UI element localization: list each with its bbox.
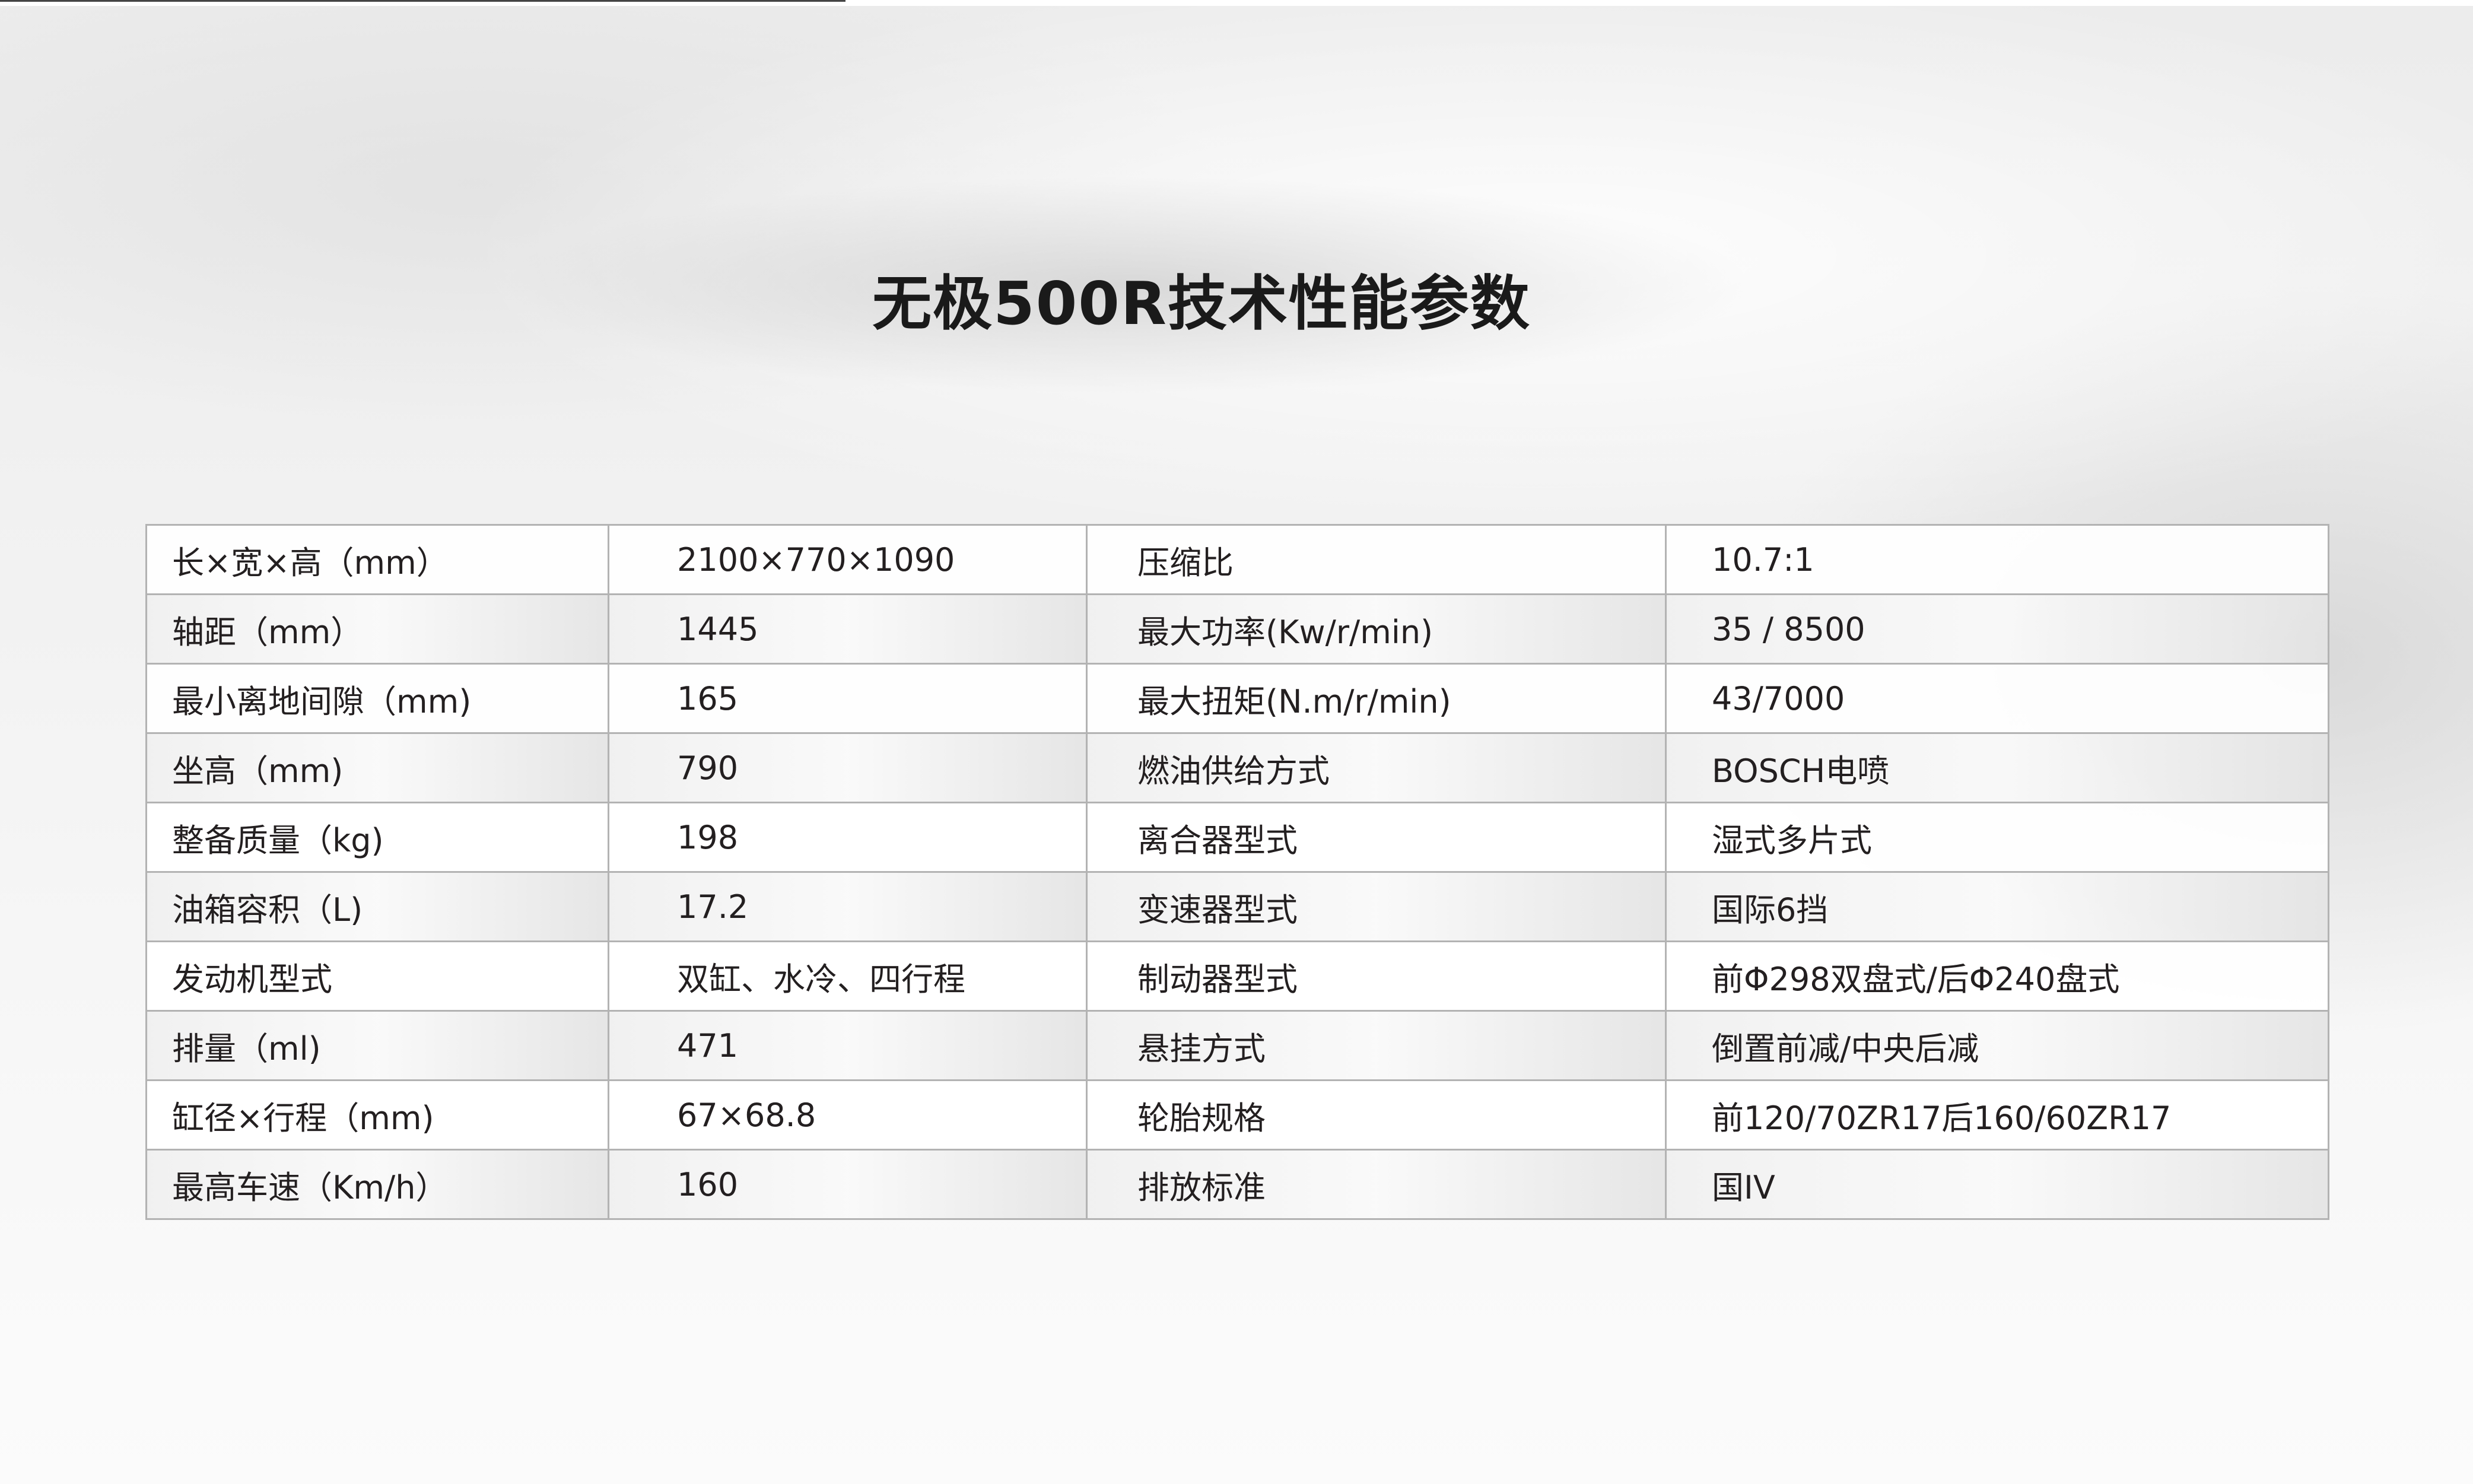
spec-label: 长×宽×高（mm）	[145, 524, 609, 595]
spec-label: 轮胎规格	[1086, 1079, 1667, 1151]
spec-label: 排量（ml)	[145, 1010, 609, 1081]
spec-label: 压缩比	[1086, 524, 1667, 595]
spec-value: 43/7000	[1665, 663, 2329, 734]
spec-value: 国IV	[1665, 1149, 2329, 1220]
spec-label: 最大功率(Kw/r/min)	[1086, 593, 1667, 665]
table-row: 发动机型式 双缸、水冷、四行程 制动器型式 前Φ298双盘式/后Φ240盘式	[145, 940, 2329, 1012]
spec-label: 缸径×行程（mm)	[145, 1079, 609, 1151]
table-row: 轴距（mm） 1445 最大功率(Kw/r/min) 35 / 8500	[145, 593, 2329, 665]
spec-value: 35 / 8500	[1665, 593, 2329, 665]
spec-label: 发动机型式	[145, 940, 609, 1012]
spec-label: 油箱容积（L)	[145, 871, 609, 942]
spec-label: 燃油供给方式	[1086, 732, 1667, 803]
spec-label: 轴距（mm）	[145, 593, 609, 665]
spec-value: 165	[608, 663, 1088, 734]
spec-value: 10.7:1	[1665, 524, 2329, 595]
table-row: 最高车速（Km/h） 160 排放标准 国IV	[145, 1149, 2329, 1220]
spec-value: BOSCH电喷	[1665, 732, 2329, 803]
spec-value: 前Φ298双盘式/后Φ240盘式	[1665, 940, 2329, 1012]
spec-value: 前120/70ZR17后160/60ZR17	[1665, 1079, 2329, 1151]
spec-value: 198	[608, 802, 1088, 873]
table-row: 坐高（mm) 790 燃油供给方式 BOSCH电喷	[145, 732, 2329, 803]
table-row: 缸径×行程（mm) 67×68.8 轮胎规格 前120/70ZR17后160/60ZR…	[145, 1079, 2329, 1151]
spec-table: 长×宽×高（mm） 2100×770×1090 压缩比 10.7:1 轴距（mm） 144…	[145, 524, 2329, 1220]
spec-label: 最大扭矩(N.m/r/min)	[1086, 663, 1667, 734]
spec-value: 1445	[608, 593, 1088, 665]
spec-label: 制动器型式	[1086, 940, 1667, 1012]
spec-label: 坐高（mm)	[145, 732, 609, 803]
spec-value: 双缸、水冷、四行程	[608, 940, 1088, 1012]
table-row: 最小离地间隙（mm) 165 最大扭矩(N.m/r/min) 43/7000	[145, 663, 2329, 734]
spec-label: 悬挂方式	[1086, 1010, 1667, 1081]
top-divider	[0, 0, 845, 2]
page-title: 无极500R技术性能参数	[872, 269, 1531, 338]
spec-label: 最高车速（Km/h）	[145, 1149, 609, 1220]
spec-label: 整备质量（kg)	[145, 802, 609, 873]
spec-value: 471	[608, 1010, 1088, 1081]
spec-label: 排放标准	[1086, 1149, 1667, 1220]
spec-label: 变速器型式	[1086, 871, 1667, 942]
table-row: 长×宽×高（mm） 2100×770×1090 压缩比 10.7:1	[145, 524, 2329, 595]
spec-value: 17.2	[608, 871, 1088, 942]
spec-label: 最小离地间隙（mm)	[145, 663, 609, 734]
spec-value: 67×68.8	[608, 1079, 1088, 1151]
spec-value: 790	[608, 732, 1088, 803]
table-row: 排量（ml) 471 悬挂方式 倒置前减/中央后减	[145, 1010, 2329, 1081]
table-row: 油箱容积（L) 17.2 变速器型式 国际6挡	[145, 871, 2329, 942]
spec-label: 离合器型式	[1086, 802, 1667, 873]
spec-value: 160	[608, 1149, 1088, 1220]
spec-value: 湿式多片式	[1665, 802, 2329, 873]
spec-value: 2100×770×1090	[608, 524, 1088, 595]
spec-value: 倒置前减/中央后减	[1665, 1010, 2329, 1081]
table-row: 整备质量（kg) 198 离合器型式 湿式多片式	[145, 802, 2329, 873]
spec-value: 国际6挡	[1665, 871, 2329, 942]
